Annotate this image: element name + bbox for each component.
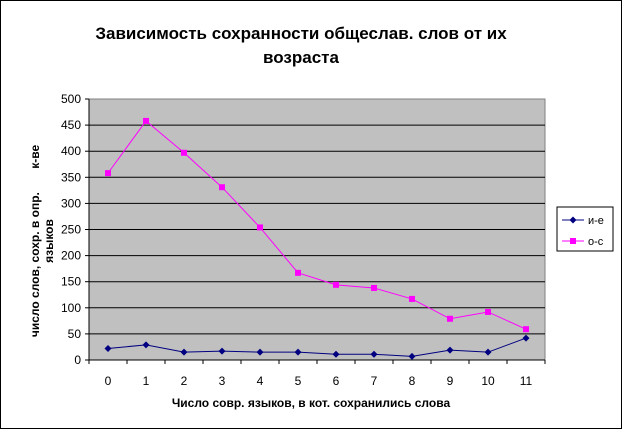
data-point — [180, 348, 188, 356]
y-tick-label: 200 — [61, 249, 81, 263]
data-point — [256, 348, 264, 356]
x-axis-ticks: 0 1 2 3 4 5 6 7 8 9 10 11 — [88, 359, 546, 388]
y-tick-label: 300 — [61, 196, 81, 210]
x-tick-label: 1 — [143, 374, 150, 388]
y-tick-label: 400 — [61, 144, 81, 158]
x-tick-label: 4 — [257, 374, 264, 388]
series-group — [104, 117, 530, 360]
y-tick-label: 500 — [61, 92, 81, 106]
legend-label: о-с — [588, 236, 604, 248]
y-tick-label: 150 — [61, 275, 81, 289]
data-point — [218, 347, 226, 355]
data-point — [371, 284, 377, 291]
data-point — [257, 224, 263, 231]
data-point — [370, 350, 378, 358]
legend-marker — [570, 238, 576, 244]
series-line-и-е — [107, 337, 527, 357]
x-tick-label: 6 — [333, 374, 340, 388]
data-point — [409, 295, 415, 302]
data-point — [142, 341, 150, 349]
y-tick-label: 100 — [61, 301, 81, 315]
legend-marker — [569, 216, 577, 224]
data-point — [295, 269, 301, 276]
data-point — [484, 348, 492, 356]
x-tick-label: 5 — [295, 374, 302, 388]
data-point — [446, 346, 454, 354]
data-point — [522, 334, 530, 342]
data-point — [104, 345, 112, 353]
x-tick-label: 10 — [481, 374, 495, 388]
data-point — [181, 149, 187, 156]
y-tick-label: 450 — [61, 118, 81, 132]
x-tick-label: 11 — [520, 374, 533, 388]
x-axis-title: Число совр. языков, в кот. сохранились с… — [172, 396, 451, 410]
y-axis-ticks: 0 50 100 150 200 250 300 350 400 450 500 — [61, 92, 90, 367]
data-point — [485, 308, 491, 315]
x-tick-label: 0 — [105, 374, 112, 388]
data-point — [523, 326, 529, 333]
data-point — [333, 281, 339, 288]
series-line-о-с — [107, 120, 527, 330]
data-point — [294, 348, 302, 356]
y-tick-label: 50 — [68, 327, 82, 341]
x-tick-label: 8 — [409, 374, 416, 388]
y-axis-title-line-1: число слов, сохр. в опр. к-ве — [28, 145, 42, 338]
y-axis-title-line-2: языков — [42, 219, 56, 263]
gridlines — [89, 124, 545, 335]
chart-title-line-2: возраста — [263, 48, 339, 67]
x-tick-label: 2 — [181, 374, 188, 388]
data-point — [332, 350, 340, 358]
data-point — [105, 170, 111, 177]
x-tick-label: 9 — [447, 374, 454, 388]
data-point — [408, 352, 416, 360]
y-tick-label: 250 — [61, 223, 81, 237]
data-point — [143, 117, 149, 124]
x-tick-label: 3 — [219, 374, 226, 388]
chart-title-line-1: Зависимость сохранности общеслав. слов о… — [95, 24, 507, 43]
legend-label: и-е — [588, 215, 604, 227]
data-point — [447, 315, 453, 322]
legend: и-е о-с — [556, 206, 614, 252]
y-tick-label: 0 — [74, 353, 81, 367]
y-tick-label: 350 — [61, 170, 81, 184]
legend-box — [556, 206, 614, 252]
x-tick-label: 7 — [371, 374, 378, 388]
data-point — [219, 184, 225, 191]
